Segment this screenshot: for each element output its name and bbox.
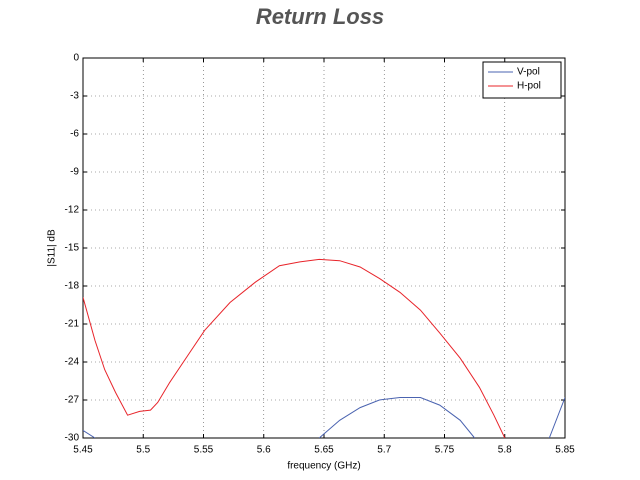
plot-frame — [82, 57, 566, 439]
y-tick-label: -6 — [70, 129, 79, 140]
x-tick-label: 5.65 — [314, 445, 334, 456]
x-tick-label: 5.8 — [498, 445, 512, 456]
x-tick-label: 5.5 — [136, 445, 150, 456]
y-tick-label: -30 — [65, 433, 80, 444]
x-tick-label: 5.85 — [555, 445, 575, 456]
y-tick-label: -21 — [65, 319, 80, 330]
x-tick-label: 5.6 — [257, 445, 271, 456]
x-tick-label: 5.7 — [377, 445, 391, 456]
series-line — [83, 397, 565, 438]
y-tick-label: -15 — [65, 243, 80, 254]
x-tick-label: 5.75 — [435, 445, 455, 456]
legend-label: H-pol — [517, 81, 541, 92]
y-tick-label: -18 — [65, 281, 80, 292]
legend-label: V-pol — [517, 67, 540, 78]
x-tick-label: 5.45 — [73, 445, 93, 456]
y-tick-label: -24 — [65, 357, 80, 368]
y-tick-label: -9 — [70, 167, 79, 178]
series-line — [83, 258, 506, 438]
y-axis-label: |S11| dB — [47, 229, 58, 267]
y-tick-label: -27 — [65, 395, 80, 406]
y-tick-label: -12 — [65, 205, 80, 216]
y-tick-label: -3 — [70, 91, 79, 102]
x-axis-label: frequency (GHz) — [287, 461, 360, 472]
y-tick-label: 0 — [73, 53, 79, 64]
x-tick-label: 5.55 — [194, 445, 214, 456]
chart-title: Return Loss — [256, 4, 384, 29]
legend-box — [482, 61, 562, 99]
